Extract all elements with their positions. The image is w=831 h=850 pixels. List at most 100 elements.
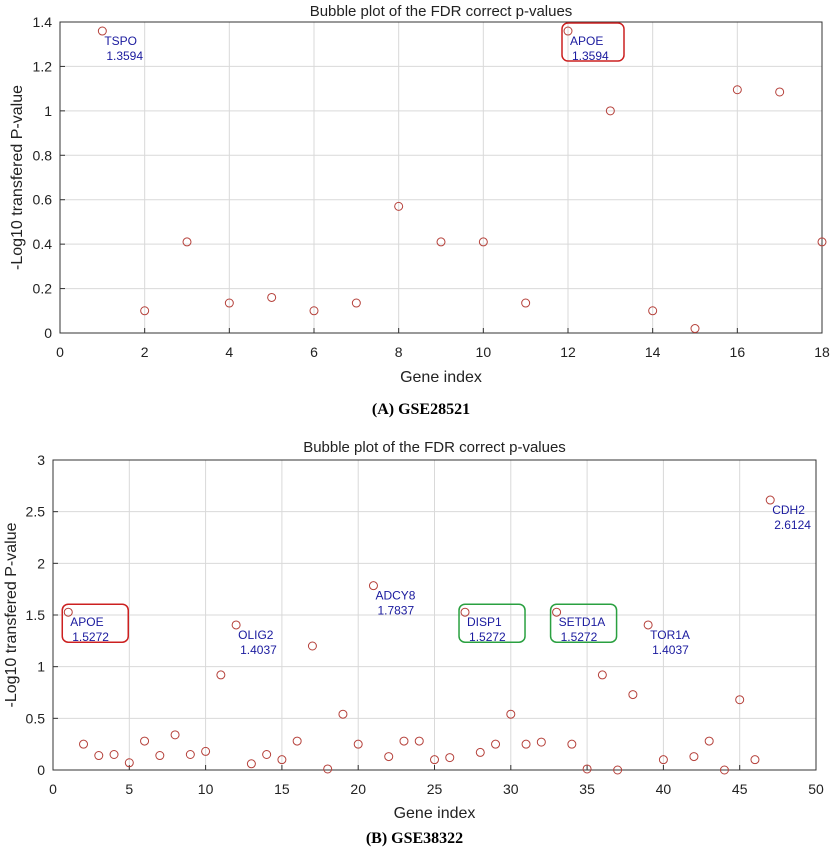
x-tick-label: 2 bbox=[141, 344, 149, 360]
data-point bbox=[262, 750, 272, 759]
data-point bbox=[94, 751, 104, 761]
data-point bbox=[628, 690, 638, 700]
data-point bbox=[63, 607, 73, 617]
annotation-box bbox=[458, 603, 526, 643]
data-point bbox=[182, 237, 192, 247]
x-tick-label: 30 bbox=[503, 781, 519, 797]
data-point bbox=[185, 750, 195, 759]
data-point bbox=[351, 298, 361, 308]
data-point bbox=[521, 739, 531, 749]
annotation-value-label: 1.4037 bbox=[240, 643, 277, 657]
y-axis-label: -Log10 transfered P-value bbox=[9, 85, 26, 270]
data-point bbox=[445, 753, 455, 763]
y-tick-label: 2 bbox=[37, 555, 45, 571]
annotation-value-label: 1.3594 bbox=[106, 49, 143, 63]
data-point bbox=[460, 607, 470, 617]
chart-b: 0 5 10 15 20 25 30 35 40 45 50 0 0.5 1 1.5 2 2.5 3 Bubble … bbox=[3, 439, 824, 847]
data-point bbox=[323, 764, 333, 774]
data-point bbox=[719, 765, 729, 775]
data-point bbox=[567, 739, 577, 749]
data-point bbox=[307, 641, 317, 651]
data-point bbox=[224, 298, 234, 308]
data-point bbox=[353, 739, 363, 749]
annotation-gene-label: ADCY8 bbox=[375, 589, 415, 603]
annotation-box bbox=[549, 603, 618, 643]
chart-a: 0 2 4 6 8 10 12 14 16 18 0 0.2 0.4 0.6 0.8 1 1.2 1.4 Bubbl… bbox=[9, 3, 830, 418]
annotation-value-label: 2.6124 bbox=[774, 518, 811, 532]
data-point bbox=[732, 85, 742, 95]
x-tick-label: 40 bbox=[656, 781, 672, 797]
data-point bbox=[109, 750, 119, 759]
data-point bbox=[750, 755, 760, 765]
data-point bbox=[582, 764, 592, 774]
data-point bbox=[201, 746, 211, 756]
data-point bbox=[658, 755, 668, 765]
annotation-box bbox=[61, 603, 130, 643]
annotation-gene-label: OLIG2 bbox=[238, 628, 274, 642]
data-point bbox=[475, 747, 485, 757]
x-tick-label: 8 bbox=[395, 344, 403, 360]
annotation-value-label: 1.5272 bbox=[561, 630, 598, 644]
x-tick-label: 45 bbox=[732, 781, 748, 797]
y-tick-label: 1 bbox=[44, 103, 52, 119]
y-tick-label: 1 bbox=[37, 659, 45, 675]
y-tick-label: 0.8 bbox=[33, 147, 53, 163]
x-tick-label: 14 bbox=[645, 344, 661, 360]
y-tick-label: 0 bbox=[44, 325, 52, 341]
y-tick-label: 0.4 bbox=[33, 236, 53, 252]
axes-box bbox=[59, 21, 823, 334]
x-tick-label: 15 bbox=[274, 781, 290, 797]
annotation-box bbox=[561, 22, 625, 62]
x-tick-label: 35 bbox=[579, 781, 595, 797]
data-point bbox=[613, 765, 623, 775]
data-point bbox=[231, 620, 241, 630]
plot-area bbox=[60, 22, 822, 333]
annotation-value-label: 1.7837 bbox=[377, 604, 414, 618]
y-tick-label: 1.2 bbox=[33, 58, 53, 74]
chart-title: Bubble plot of the FDR correct p-values bbox=[303, 439, 566, 456]
x-tick-label: 25 bbox=[427, 781, 443, 797]
data-point bbox=[414, 736, 424, 746]
y-tick-label: 2.5 bbox=[26, 504, 46, 520]
annotation-gene-label: SETD1A bbox=[559, 615, 606, 629]
data-point bbox=[491, 739, 501, 749]
data-point bbox=[170, 730, 180, 740]
data-point bbox=[140, 306, 150, 316]
data-point bbox=[267, 292, 277, 302]
annotation-value-label: 1.4037 bbox=[652, 643, 689, 657]
data-point bbox=[735, 695, 745, 705]
data-point bbox=[704, 736, 714, 746]
data-point bbox=[394, 201, 404, 211]
annotation-gene-label: CDH2 bbox=[772, 503, 805, 517]
data-point bbox=[506, 709, 516, 719]
annotation-value-label: 1.5272 bbox=[469, 630, 506, 644]
y-axis-label: -Log10 transfered P-value bbox=[3, 522, 20, 707]
data-point bbox=[605, 106, 615, 116]
x-tick-label: 4 bbox=[225, 344, 233, 360]
y-tick-label: 3 bbox=[37, 452, 45, 468]
data-point bbox=[521, 298, 531, 308]
chart-title: Bubble plot of the FDR correct p-values bbox=[310, 3, 573, 20]
data-point bbox=[689, 752, 699, 762]
data-point bbox=[775, 87, 785, 97]
data-point bbox=[436, 237, 446, 247]
data-point bbox=[399, 736, 409, 746]
annotation-gene-label: APOE bbox=[570, 34, 603, 48]
x-tick-label: 10 bbox=[198, 781, 214, 797]
data-point bbox=[597, 670, 607, 680]
y-tick-label: 1.5 bbox=[26, 607, 46, 623]
y-tick-label: 0.2 bbox=[33, 281, 53, 297]
x-tick-label: 6 bbox=[310, 344, 318, 360]
data-point bbox=[216, 670, 226, 680]
data-point bbox=[552, 607, 562, 617]
data-point bbox=[478, 237, 488, 247]
x-tick-label: 50 bbox=[808, 781, 824, 797]
data-point bbox=[97, 26, 107, 36]
annotation-gene-label: TSPO bbox=[104, 34, 137, 48]
x-tick-label: 10 bbox=[476, 344, 492, 360]
data-point bbox=[79, 739, 89, 749]
data-point bbox=[368, 581, 378, 591]
x-axis-label: Gene index bbox=[400, 369, 482, 386]
figure-caption: (B) GSE38322 bbox=[366, 830, 463, 847]
x-tick-label: 0 bbox=[49, 781, 57, 797]
